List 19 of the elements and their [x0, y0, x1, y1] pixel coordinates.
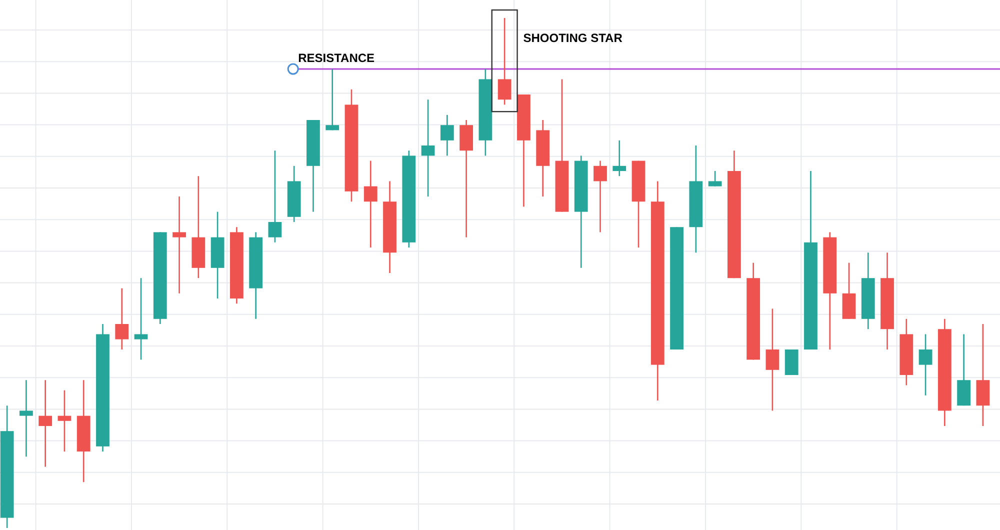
candlestick: [268, 150, 282, 244]
candlestick: [612, 140, 626, 177]
candlestick: [594, 160, 607, 233]
candlestick: [440, 114, 454, 156]
candlestick: [498, 17, 512, 106]
candlestick: [134, 277, 148, 360]
candlestick: [115, 288, 129, 350]
candlestick: [38, 379, 52, 468]
candlestick: [708, 170, 722, 187]
candlestick: [20, 379, 33, 458]
candlestick: [326, 68, 340, 131]
candlestick: [421, 98, 435, 198]
ref-line-label: RESISTANCE: [298, 51, 375, 65]
annotation: SHOOTING STAR: [523, 31, 623, 45]
candlestick: [58, 390, 72, 452]
candlestick: [172, 196, 186, 294]
candlestick: [918, 334, 932, 396]
candlestick: [766, 308, 780, 412]
candlestick: [364, 160, 378, 248]
